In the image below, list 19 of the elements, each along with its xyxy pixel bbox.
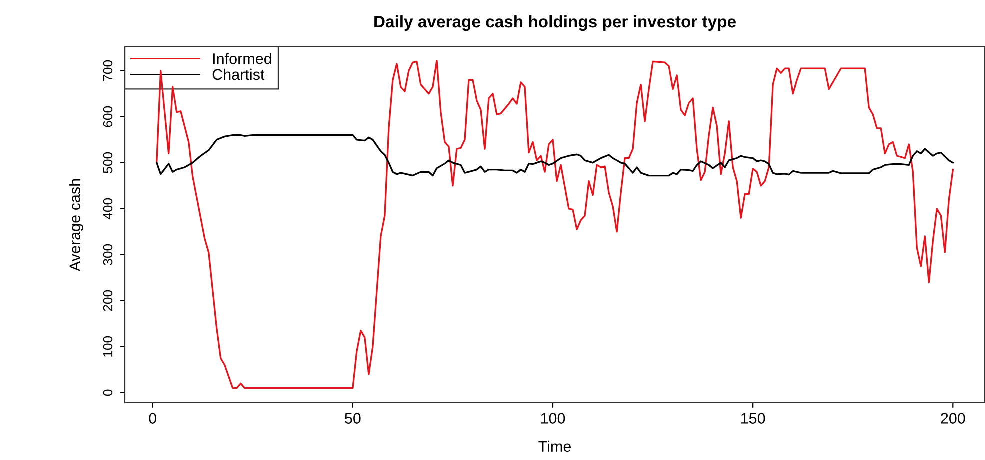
legend-label: Chartist	[212, 68, 265, 80]
legend-label: Informed	[213, 53, 272, 64]
y-tick-label: 100	[103, 336, 113, 357]
y-axis-title: Average cash	[69, 179, 84, 272]
y-tick-label: 500	[103, 152, 113, 174]
x-tick-label: 0	[149, 413, 156, 424]
x-tick-label: 200	[941, 413, 966, 424]
y-tick-label: 400	[103, 198, 113, 220]
y-tick-label: 0	[103, 390, 113, 396]
x-tick-label: 50	[345, 413, 361, 424]
y-tick-label: 600	[103, 106, 113, 128]
y-tick-label: 200	[103, 290, 113, 312]
x-axis-title: Time	[538, 440, 572, 452]
x-tick-label: 100	[541, 413, 566, 424]
line-series	[156, 134, 954, 177]
x-tick-label: 150	[741, 413, 766, 424]
y-tick-label: 700	[103, 60, 113, 82]
chart-title: Daily average cash holdings per investor type	[374, 15, 736, 32]
y-tick-label: 300	[103, 244, 113, 266]
